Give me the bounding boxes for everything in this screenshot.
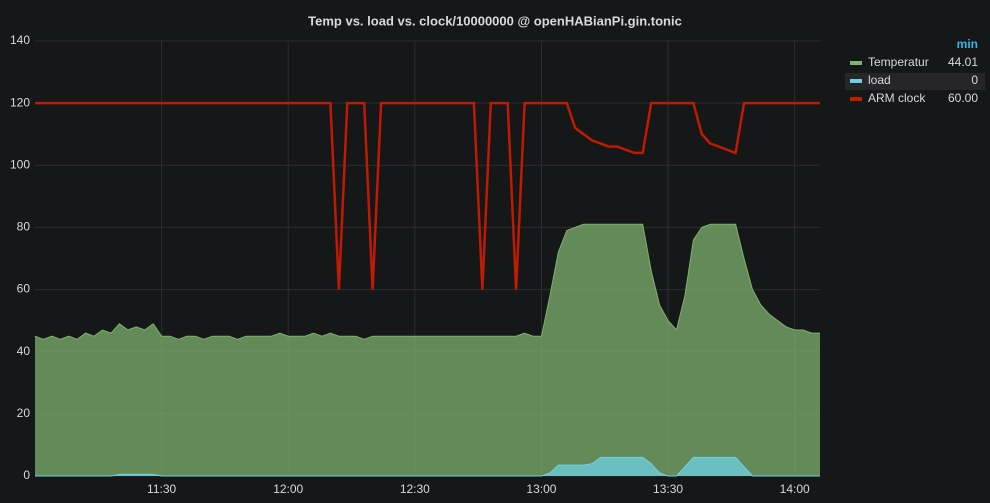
y-tick-label: 140 — [10, 33, 30, 47]
series-area — [35, 224, 820, 476]
legend-value: 44.01 — [948, 55, 978, 69]
legend-label: Temperatur — [868, 55, 929, 69]
series-line — [35, 101, 820, 290]
series-line — [34, 223, 820, 340]
y-tick-label: 80 — [17, 220, 31, 234]
y-tick-label: 20 — [17, 406, 31, 420]
legend-row-highlight — [845, 73, 985, 90]
legend-value: 0 — [971, 73, 978, 87]
legend-label: load — [868, 73, 891, 87]
y-tick-label: 0 — [23, 468, 30, 482]
x-tick-label: 13:00 — [526, 482, 556, 496]
legend-swatch — [850, 97, 862, 101]
x-tick-label: 12:30 — [400, 482, 430, 496]
x-tick-label: 14:00 — [780, 482, 810, 496]
y-tick-label: 40 — [17, 344, 31, 358]
x-tick-label: 12:00 — [273, 482, 303, 496]
series-line — [35, 456, 820, 477]
y-tick-label: 60 — [17, 282, 31, 296]
y-tick-label: 100 — [10, 157, 30, 171]
legend-swatch — [850, 79, 862, 83]
x-tick-label: 11:30 — [147, 482, 176, 496]
legend-swatch — [850, 61, 862, 65]
series-area — [35, 457, 820, 476]
legend-value: 60.00 — [948, 91, 978, 105]
legend-header: min — [957, 37, 978, 51]
chart-title: Temp vs. load vs. clock/10000000 @ openH… — [308, 13, 682, 28]
y-tick-label: 120 — [10, 95, 30, 109]
x-tick-label: 13:30 — [653, 482, 683, 496]
legend-label: ARM clock — [868, 91, 926, 105]
